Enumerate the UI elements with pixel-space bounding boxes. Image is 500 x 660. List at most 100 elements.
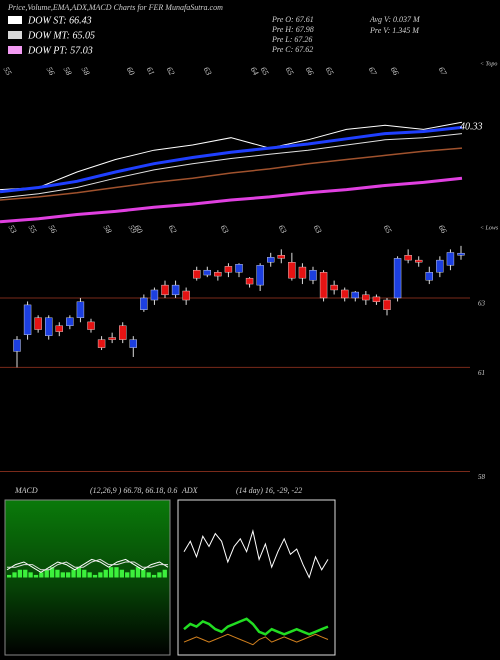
histogram-bar xyxy=(125,572,130,578)
candle-body xyxy=(235,264,243,273)
candle-body xyxy=(256,265,264,286)
bottom-label: 60 xyxy=(133,223,145,234)
candle-body xyxy=(446,252,455,266)
histogram-bar xyxy=(98,572,103,578)
candle-body xyxy=(108,337,116,340)
top-label: 63 xyxy=(202,65,214,76)
line xyxy=(183,529,329,579)
candle-body xyxy=(404,255,412,261)
adx-panel xyxy=(177,499,336,656)
candle-body xyxy=(277,255,285,259)
histogram-bar xyxy=(130,569,135,578)
line xyxy=(183,633,329,646)
top-label: 58 xyxy=(80,65,92,76)
bottom-label: 63 xyxy=(312,223,324,234)
panel-subtitle: (14 day) 16, -29, -22 xyxy=(236,486,302,495)
histogram-bar xyxy=(146,572,151,578)
histogram-bar xyxy=(162,569,167,578)
bottom-label: 55 xyxy=(27,223,39,234)
candle-body xyxy=(55,325,63,332)
candle-body xyxy=(161,284,169,296)
candle-body xyxy=(372,296,381,302)
histogram-bar xyxy=(87,572,92,578)
candle-body xyxy=(457,252,465,256)
y-tick-label: 58 xyxy=(478,473,486,481)
legend-label: DOW MT: 65.05 xyxy=(27,30,95,41)
legend-label: DOW ST: 66.43 xyxy=(27,15,92,26)
legend-swatch xyxy=(8,31,22,39)
bottom-label: 63 xyxy=(219,223,231,234)
top-label: 64 xyxy=(249,65,261,76)
candle-body xyxy=(245,277,254,285)
line xyxy=(0,176,463,224)
bottom-label: 58 xyxy=(102,223,114,234)
candle-body xyxy=(119,325,127,340)
candle-body xyxy=(309,269,317,281)
line xyxy=(0,121,463,191)
line xyxy=(6,558,169,573)
top-label: 56 xyxy=(45,65,57,76)
bottom-label: 59 xyxy=(127,223,139,234)
candle-body xyxy=(45,317,53,336)
candle-body xyxy=(150,289,159,301)
candle-body xyxy=(383,299,391,310)
candle-body xyxy=(425,272,433,281)
line xyxy=(183,617,329,636)
histogram-bar xyxy=(23,569,28,578)
histogram-bar xyxy=(92,574,98,578)
histogram-bar xyxy=(114,567,119,578)
top-label: 55 xyxy=(2,65,14,76)
histogram-bar xyxy=(135,567,141,578)
bottom-label: 53 xyxy=(7,223,19,234)
bottom-label: 56 xyxy=(47,223,59,234)
bottom-label: 66 xyxy=(437,223,449,234)
histogram-bar xyxy=(33,574,39,578)
top-label: 62 xyxy=(165,65,177,76)
top-label: 65 xyxy=(259,65,271,76)
panel-title: ADX xyxy=(181,486,199,495)
top-label: 60 xyxy=(125,65,137,76)
candle-body xyxy=(203,269,211,276)
histogram-bar xyxy=(49,567,55,578)
candle-body xyxy=(288,262,296,279)
histogram-bar xyxy=(28,572,33,578)
line xyxy=(0,125,463,194)
top-label: 65 xyxy=(284,65,296,76)
legend-swatch xyxy=(8,16,22,24)
candle-body xyxy=(34,317,42,330)
info-label: Pre L: 67.26 xyxy=(271,35,312,44)
histogram-bar xyxy=(39,572,44,578)
candle-body xyxy=(298,266,307,279)
candle-body xyxy=(214,272,222,277)
panel-subtitle: (12,26,9 ) 66.78, 66.18, 0.6 xyxy=(90,486,177,495)
histogram-bar xyxy=(7,574,12,578)
histogram-bar xyxy=(82,569,87,578)
top-label: 61 xyxy=(145,65,157,76)
top-label: 66 xyxy=(389,65,401,76)
candle-body xyxy=(330,284,338,291)
candle-body xyxy=(182,290,190,301)
right-label: < Lows xyxy=(480,225,499,231)
candle-body xyxy=(319,272,328,299)
line xyxy=(0,133,463,199)
top-label: 66 xyxy=(304,65,316,76)
info-label: Pre V: 1.345 M xyxy=(369,26,420,35)
histogram-bar xyxy=(44,569,49,578)
info-label: Avg V: 0.037 M xyxy=(369,15,421,24)
candle-body xyxy=(87,321,95,330)
histogram-bar xyxy=(103,569,108,578)
line xyxy=(7,558,168,571)
candle-body xyxy=(415,259,423,263)
y-tick-label: 63 xyxy=(478,300,486,308)
line xyxy=(0,147,463,201)
candle-body xyxy=(171,284,180,296)
candle-body xyxy=(76,301,85,318)
candle-body xyxy=(267,257,275,263)
histogram-bar xyxy=(66,572,71,578)
candle-body xyxy=(13,339,21,352)
histogram-bar xyxy=(17,569,23,578)
histogram-bar xyxy=(151,574,157,578)
right-label: 40.33 xyxy=(460,121,483,132)
